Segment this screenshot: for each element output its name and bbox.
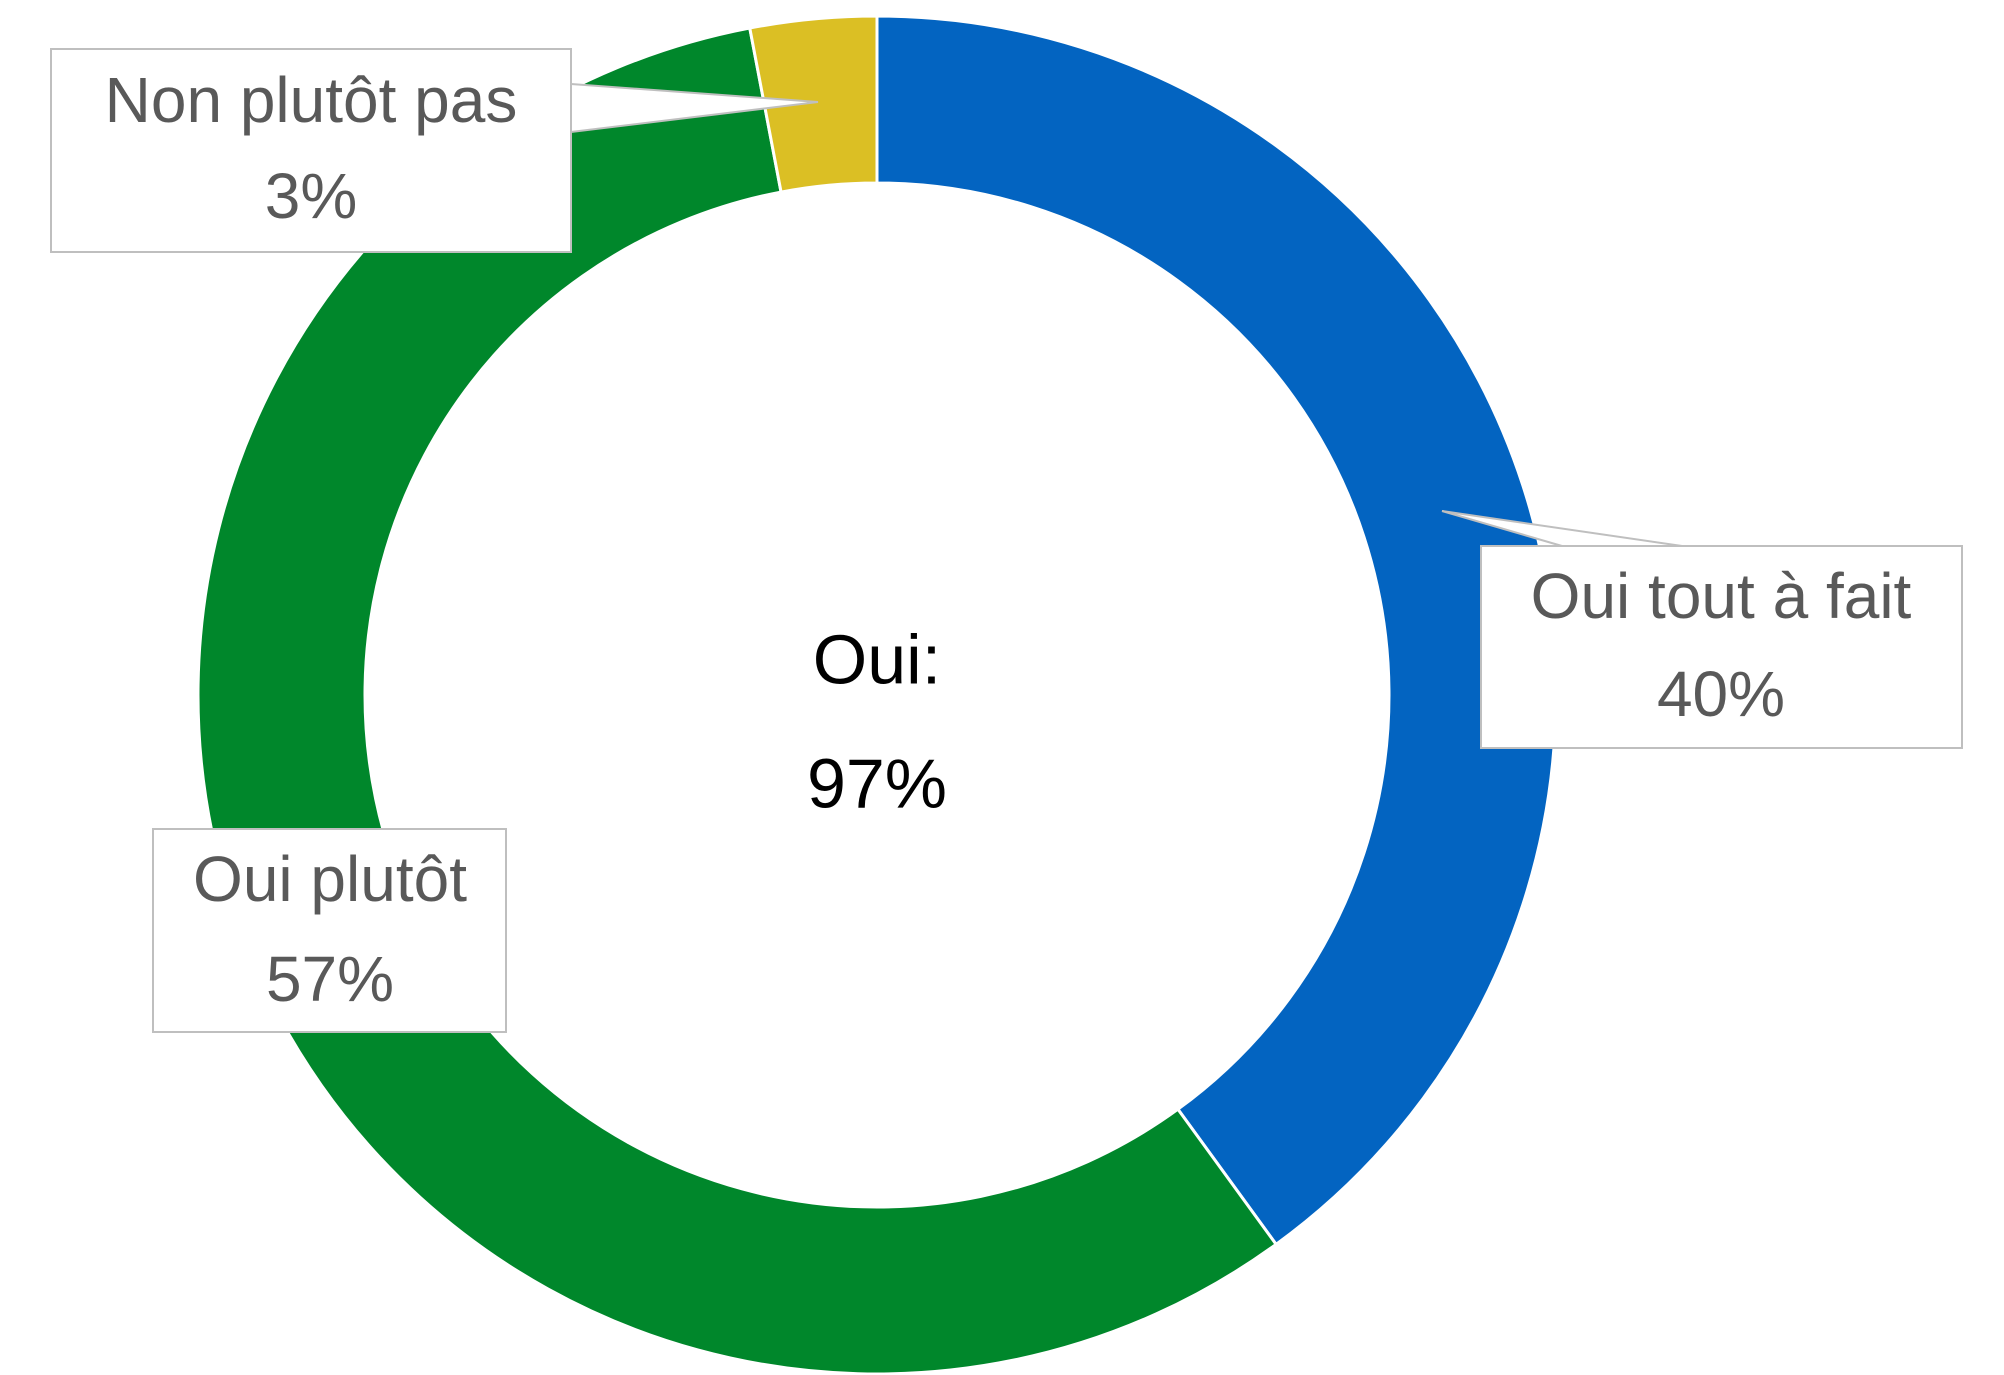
label-box [1480,545,1963,749]
donut-slice [748,14,879,194]
category-label: Oui plutôt [193,843,467,915]
center-title: Oui: [813,620,941,698]
center-value: 97% [807,744,947,822]
label-box [152,828,507,1033]
donut-slice [196,26,1279,1375]
labels: Oui tout à fait 40% Oui plutôt 57% Non plutô… [50,48,1963,1033]
category-label: Non plutôt pas [105,64,518,136]
value-label: 40% [1657,658,1785,730]
label-box [50,48,572,253]
category-label: Oui tout à fait [1531,560,1912,632]
value-label: 57% [266,943,394,1015]
donut-slice [875,14,1558,1247]
value-label: 3% [265,160,358,232]
slices [196,14,1558,1375]
